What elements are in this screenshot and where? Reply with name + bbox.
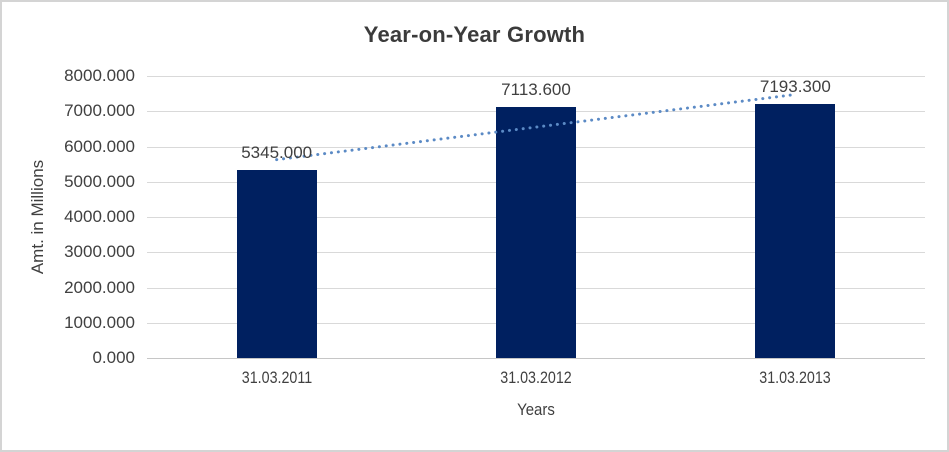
x-axis-title: Years [517,400,555,419]
y-tick-label: 7000.000 [64,101,135,121]
trendline-dotted [275,93,797,162]
gridline [147,76,925,77]
y-tick-label: 2000.000 [64,277,135,297]
chart-title: Year-on-Year Growth [363,22,586,47]
y-tick-label: 5000.000 [64,171,135,191]
bar-31.03.2013 [755,104,836,358]
bar-value-label: 7113.600 [501,80,571,100]
y-tick-label: 3000.000 [64,242,135,262]
x-tick-label: 31.03.2013 [759,368,832,387]
x-tick-label: 31.03.2011 [241,368,312,387]
bar-value-label: 5345.000 [241,142,313,162]
bar-value-label: 7193.300 [759,77,831,97]
bar-31.03.2011 [236,169,317,358]
y-tick-label: 6000.000 [64,136,135,156]
y-tick-label: 4000.000 [64,207,135,226]
bar-31.03.2012 [496,107,576,358]
y-tick-label: 8000.000 [64,66,135,85]
y-tick-label: 0.000 [92,348,135,367]
trendline [275,93,797,162]
x-tick-label: 31.03.2012 [500,368,572,387]
plot-area [147,76,925,359]
y-tick-label: 1000.000 [64,312,135,332]
